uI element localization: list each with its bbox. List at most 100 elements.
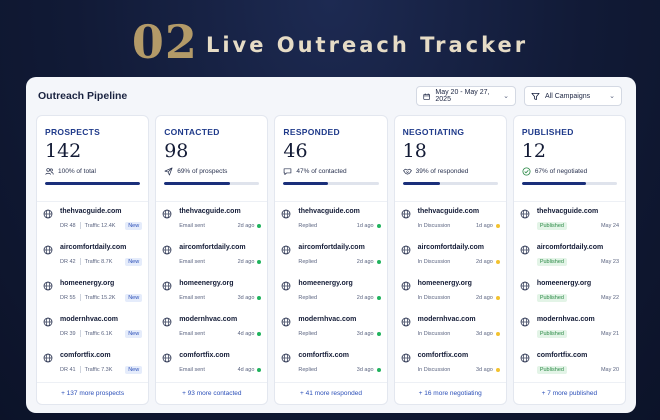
item-domain[interactable]: aircomfortdaily.com	[179, 244, 246, 251]
item-domain[interactable]: homeenergy.org	[417, 280, 472, 287]
item-meta-left: Email sent	[179, 294, 205, 301]
item-domain[interactable]: comfortfix.com	[298, 352, 349, 359]
item-meta-left: Email sent	[179, 330, 205, 337]
show-more-link[interactable]: + 93 more contacted	[156, 382, 268, 404]
list-item[interactable]: comfortfix.com Email sent 4d ago	[162, 346, 262, 382]
list-item[interactable]: modernhvac.com Replied 3d ago	[281, 310, 381, 346]
item-domain[interactable]: aircomfortdaily.com	[417, 244, 484, 251]
new-badge: New	[125, 293, 143, 302]
list-item[interactable]: aircomfortdaily.com Replied 2d ago	[281, 238, 381, 274]
list-item[interactable]: comfortfix.com Published May 20	[520, 346, 619, 382]
globe-icon	[162, 353, 172, 363]
show-more-link[interactable]: + 7 more published	[513, 382, 626, 404]
list-item[interactable]: modernhvac.com Email sent 4d ago	[162, 310, 262, 346]
list-item[interactable]: thehvacguide.com Published May 24	[520, 202, 619, 238]
item-domain[interactable]: aircomfortdaily.com	[60, 244, 127, 251]
item-meta: DR 39 Traffic 6.1K New	[60, 329, 143, 338]
list-item[interactable]: aircomfortdaily.com Email sent 2d ago	[162, 238, 262, 274]
date-range-picker[interactable]: May 20 - May 27, 2025 ⌄	[416, 86, 516, 106]
column-header: PROSPECTS 142 100% of total	[37, 116, 149, 202]
show-more-link[interactable]: + 137 more prospects	[37, 382, 149, 404]
item-domain[interactable]: thehvacguide.com	[179, 208, 241, 215]
item-domain[interactable]: homeenergy.org	[60, 280, 115, 287]
list-item[interactable]: homeenergy.org Replied 2d ago	[281, 274, 381, 310]
item-meta: Email sent 2d ago	[179, 221, 262, 230]
list-item[interactable]: aircomfortdaily.com Published May 23	[520, 238, 619, 274]
list-item[interactable]: aircomfortdaily.com In Discussion 2d ago	[401, 238, 500, 274]
item-domain[interactable]: modernhvac.com	[179, 316, 238, 323]
item-meta: Email sent 4d ago	[179, 329, 262, 338]
list-item[interactable]: comfortfix.com DR 41 Traffic 7.3K New	[43, 346, 143, 382]
item-meta: DR 55 Traffic 15.2K New	[60, 293, 143, 302]
column-negotiating: NEGOTIATING 18 39% of responded thehvacguid…	[393, 115, 507, 405]
item-traffic: Traffic 7.3K	[84, 366, 113, 373]
list-item[interactable]: homeenergy.org Email sent 3d ago	[162, 274, 262, 310]
item-domain[interactable]: modernhvac.com	[536, 316, 595, 323]
globe-icon	[401, 245, 411, 255]
item-date: 2d ago	[237, 222, 255, 229]
status-dot	[495, 295, 500, 300]
item-list: thehvacguide.com Replied 1d ago aircomfortd…	[275, 202, 386, 382]
item-domain[interactable]: thehvacguide.com	[60, 208, 122, 215]
item-date: 3d ago	[356, 366, 374, 373]
list-item[interactable]: comfortfix.com Replied 3d ago	[281, 346, 381, 382]
item-traffic: Traffic 12.4K	[84, 222, 116, 229]
status-dot	[495, 367, 500, 372]
item-domain[interactable]: homeenergy.org	[179, 280, 234, 287]
campaign-filter-label: All Campaigns	[545, 92, 591, 100]
column-header: RESPONDED 46 47% of contacted	[275, 116, 387, 202]
list-item[interactable]: modernhvac.com Published May 21	[520, 310, 619, 346]
item-traffic: Traffic 8.7K	[84, 258, 113, 265]
item-domain[interactable]: thehvacguide.com	[417, 208, 480, 215]
item-domain[interactable]: comfortfix.com	[60, 352, 111, 359]
item-domain[interactable]: modernhvac.com	[417, 316, 476, 323]
list-item[interactable]: comfortfix.com In Discussion 3d ago	[401, 346, 500, 382]
item-date: 2d ago	[356, 258, 374, 265]
item-domain[interactable]: aircomfortdaily.com	[536, 244, 604, 251]
list-item[interactable]: aircomfortdaily.com DR 42 Traffic 8.7K New	[43, 238, 143, 274]
item-domain[interactable]: thehvacguide.com	[298, 208, 360, 215]
item-meta: In Discussion 1d ago	[418, 221, 500, 230]
progress-bar	[521, 181, 618, 186]
item-domain[interactable]: comfortfix.com	[179, 352, 230, 359]
new-badge: New	[125, 257, 143, 266]
item-domain[interactable]: comfortfix.com	[417, 352, 469, 359]
list-item[interactable]: thehvacguide.com DR 48 Traffic 12.4K New	[43, 202, 143, 238]
list-item[interactable]: modernhvac.com DR 39 Traffic 6.1K New	[43, 310, 143, 346]
list-item[interactable]: thehvacguide.com In Discussion 1d ago	[401, 202, 500, 238]
column-title: CONTACTED	[164, 127, 220, 137]
globe-icon	[401, 353, 411, 363]
item-domain[interactable]: aircomfortdaily.com	[298, 244, 365, 251]
column-subtitle: 100% of total	[45, 167, 140, 176]
list-item[interactable]: homeenergy.org DR 55 Traffic 15.2K New	[43, 274, 143, 310]
globe-icon	[162, 281, 172, 291]
status-dot	[376, 223, 381, 228]
column-title: PUBLISHED	[521, 127, 574, 137]
item-meta-left: Email sent	[179, 222, 205, 229]
show-more-link[interactable]: + 16 more negotiating	[394, 382, 506, 404]
list-item[interactable]: homeenergy.org In Discussion 2d ago	[401, 274, 500, 310]
show-more-link[interactable]: + 41 more responded	[275, 382, 387, 404]
list-item[interactable]: modernhvac.com In Discussion 3d ago	[401, 310, 500, 346]
campaign-filter[interactable]: All Campaigns ⌄	[524, 86, 622, 106]
item-domain[interactable]: comfortfix.com	[536, 352, 588, 359]
item-date: 1d ago	[475, 222, 493, 229]
item-date: May 23	[600, 258, 620, 265]
item-domain[interactable]: modernhvac.com	[298, 316, 357, 323]
status-dot	[376, 331, 381, 336]
item-domain[interactable]: thehvacguide.com	[536, 208, 599, 215]
published-badge: Published	[536, 257, 567, 266]
list-item[interactable]: thehvacguide.com Email sent 2d ago	[162, 202, 262, 238]
outreach-panel: Outreach Pipeline May 20 - May 27, 2025 …	[26, 77, 636, 413]
item-meta-left: Replied	[298, 222, 318, 229]
item-meta: DR 41 Traffic 7.3K New	[60, 365, 143, 374]
published-badge: Published	[536, 221, 567, 230]
globe-icon	[162, 209, 172, 219]
list-item[interactable]: homeenergy.org Published May 22	[520, 274, 619, 310]
item-domain[interactable]: homeenergy.org	[536, 280, 592, 287]
item-date: 4d ago	[237, 330, 255, 337]
list-item[interactable]: thehvacguide.com Replied 1d ago	[281, 202, 381, 238]
globe-icon	[401, 281, 411, 291]
item-domain[interactable]: modernhvac.com	[60, 316, 118, 323]
item-domain[interactable]: homeenergy.org	[298, 280, 353, 287]
